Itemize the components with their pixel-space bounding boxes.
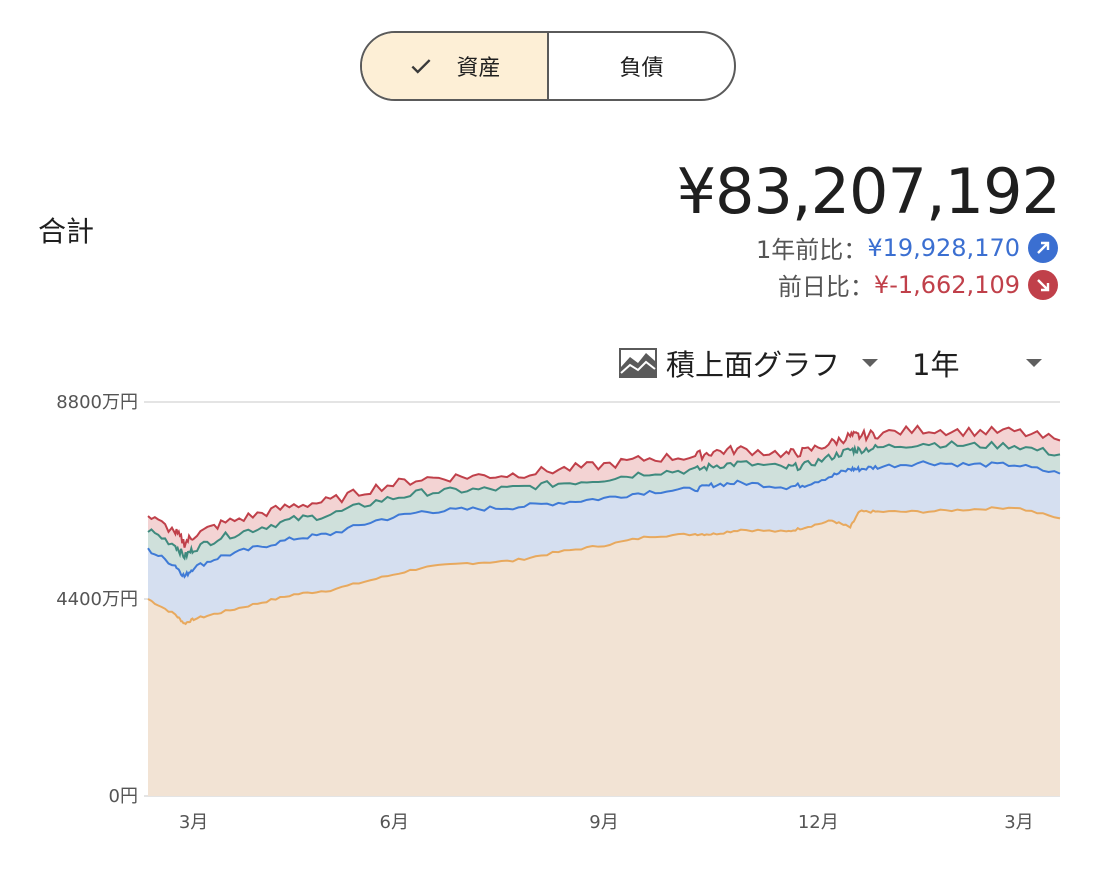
total-amount: ¥83,207,192	[676, 155, 1061, 228]
assets-tab-label: 資産	[456, 56, 501, 81]
liabilities-tab[interactable]: 負債	[549, 33, 734, 99]
day-over-day-label: 前日比：	[777, 273, 874, 301]
period-selector[interactable]: 1年	[912, 342, 1044, 384]
down-arrow-icon	[1028, 269, 1058, 300]
y-tick-label: 8800万円	[56, 392, 138, 413]
stacked-area-chart: 0円 4400万円 8800万円 3月 6月 9月 12月 3月	[56, 392, 1061, 833]
year-over-year-value: ¥19,928,170	[867, 233, 1020, 262]
area-chart-icon	[619, 348, 657, 378]
day-over-day-value: ¥-1,662,109	[873, 270, 1020, 299]
chart-type-selector[interactable]: 積上面グラフ	[618, 342, 879, 384]
x-tick-label: 3月	[179, 812, 208, 833]
y-tick-label: 4400万円	[56, 589, 138, 610]
series-line	[147, 424, 1061, 548]
y-tick-label: 0円	[109, 786, 138, 807]
series-line	[147, 460, 1061, 579]
check-icon	[411, 59, 431, 74]
liabilities-tab-label: 負債	[619, 56, 664, 81]
year-over-year-label: 1年前比：	[756, 236, 868, 264]
x-tick-label: 12月	[798, 812, 839, 833]
x-tick-label: 9月	[589, 812, 618, 833]
year-over-year-row: 1年前比： ¥19,928,170	[756, 230, 1058, 265]
series-line	[147, 440, 1061, 561]
assets-tab[interactable]: 資産	[362, 33, 549, 99]
chevron-down-icon	[862, 359, 879, 367]
up-arrow-icon	[1028, 232, 1058, 263]
chart-type-label: 積上面グラフ	[666, 348, 841, 382]
x-tick-label: 6月	[380, 812, 409, 833]
chevron-down-icon	[1026, 359, 1042, 367]
series-line	[147, 506, 1061, 626]
asset-liability-toggle: 資産 負債	[360, 31, 736, 101]
total-label: 合計	[38, 215, 95, 248]
period-label: 1年	[912, 348, 960, 382]
x-tick-label: 3月	[1004, 812, 1033, 833]
day-over-day-row: 前日比： ¥-1,662,109	[778, 267, 1058, 302]
